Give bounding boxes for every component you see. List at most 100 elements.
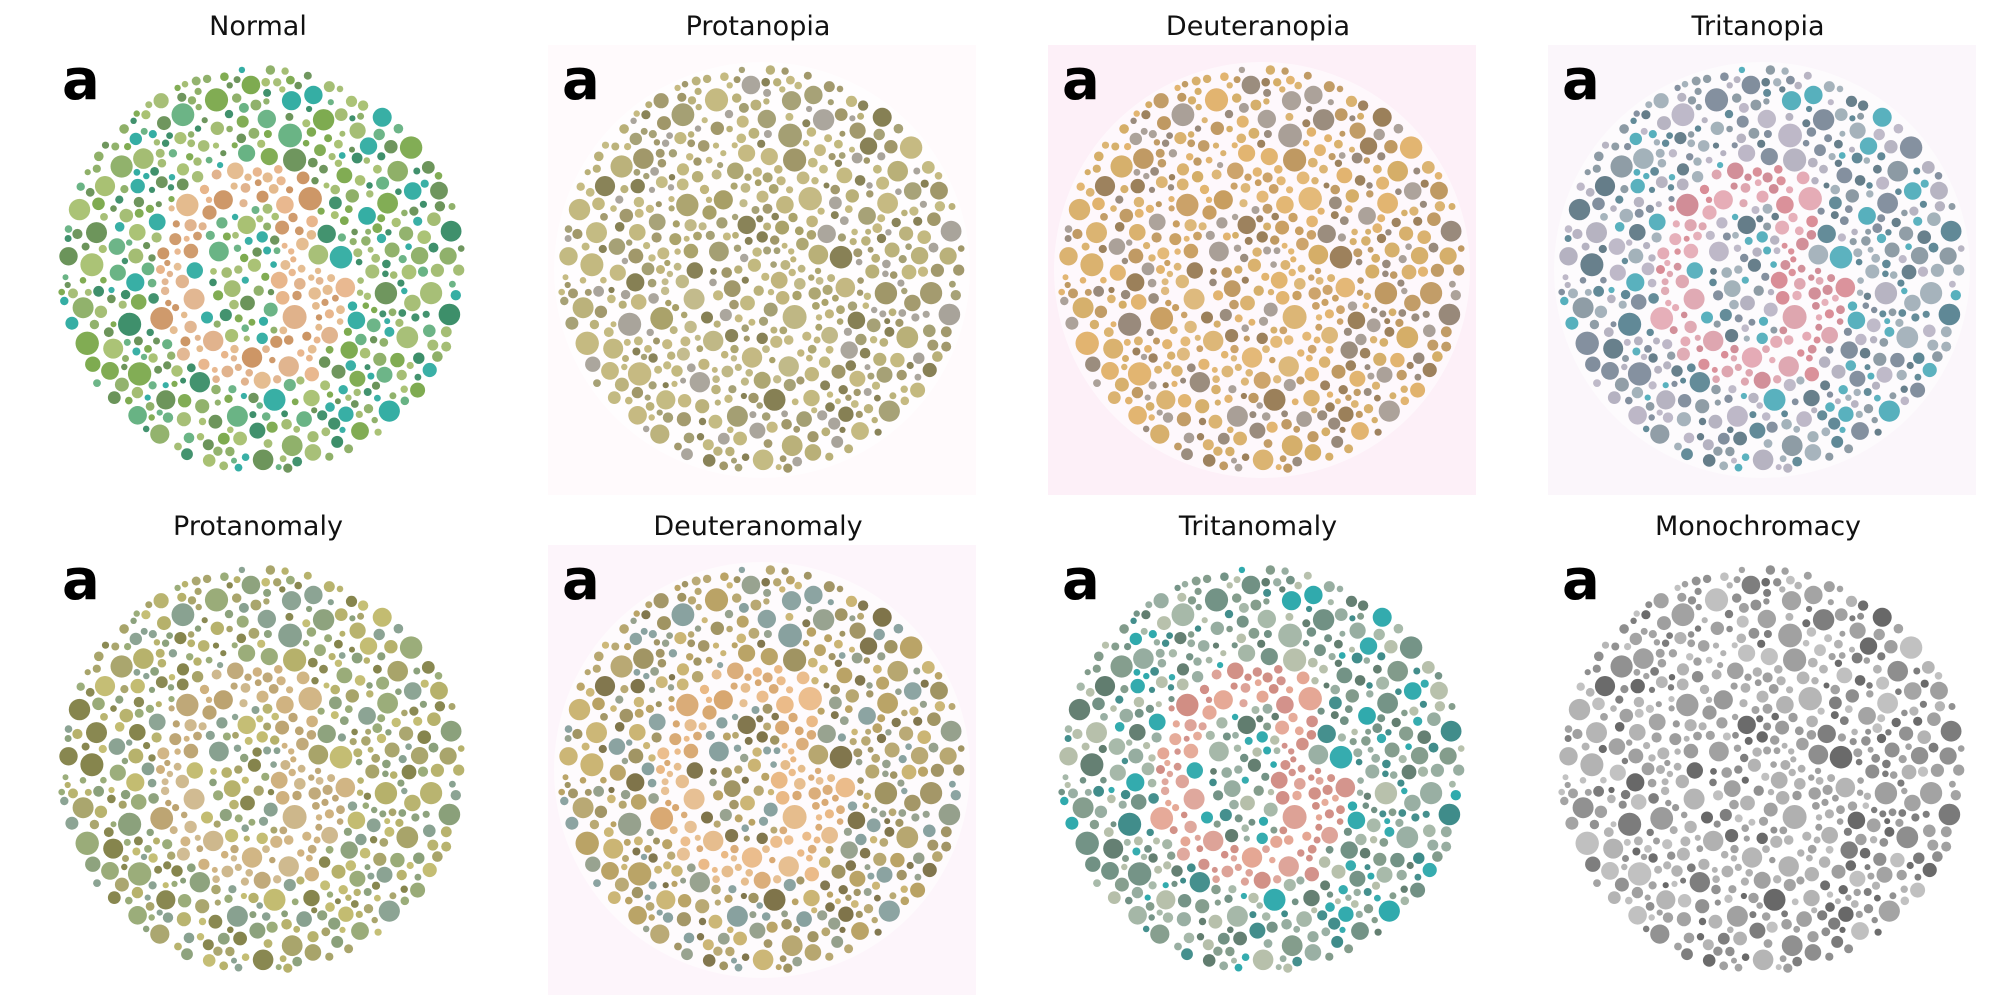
plate-dot (1373, 352, 1387, 366)
plate-dot (257, 139, 266, 148)
plate-dot (1838, 885, 1848, 895)
plate-dot (176, 178, 189, 191)
plate-dot (734, 363, 742, 371)
plate-dot (767, 288, 775, 296)
plate-dot (564, 725, 573, 733)
plate-dot (262, 672, 273, 683)
plate-dot (732, 593, 742, 603)
plate-dot (1576, 182, 1585, 191)
plate-dot (1807, 844, 1817, 854)
plate-dot (1324, 134, 1333, 143)
plate-dot (62, 774, 69, 781)
plate-dot (1186, 653, 1194, 661)
plate-dot (1731, 713, 1739, 721)
plate-dot (794, 81, 802, 90)
plate-dot (414, 873, 422, 881)
plate-dot (336, 805, 345, 815)
plate-dot (1656, 409, 1663, 416)
plate-dot (1314, 644, 1326, 657)
plate-dot (1439, 747, 1457, 765)
plate-dot (1705, 730, 1715, 740)
plate-dot (1145, 902, 1155, 911)
plate-dot (1893, 123, 1904, 134)
plate-dot (702, 439, 714, 451)
plate-dot (796, 876, 805, 885)
plate-dot (1338, 885, 1348, 895)
plate-dot (1103, 838, 1124, 859)
plate-dot (1145, 704, 1154, 713)
plate-dot (1783, 148, 1807, 172)
plate-dot (1628, 906, 1647, 925)
plate-dot (645, 402, 655, 411)
plate-dot (103, 838, 124, 859)
plate-dot (222, 732, 231, 741)
plate-dot (941, 841, 952, 852)
plate-dot (1234, 314, 1243, 323)
plate-dot (1712, 142, 1720, 149)
plate-dot (1630, 678, 1645, 694)
plate-dot (1110, 205, 1117, 212)
plate-dot (1210, 268, 1217, 275)
plate-dot (1393, 623, 1404, 634)
plate-dot (1672, 220, 1680, 228)
plate-dot (696, 933, 705, 941)
plate-dot (629, 224, 646, 241)
plate-dot (1727, 426, 1734, 434)
plate-dot (176, 912, 191, 927)
plate-dot (430, 263, 444, 277)
plate-dot (1734, 765, 1743, 774)
plate-dot (794, 581, 802, 590)
plate-dot (751, 706, 760, 714)
plate-dot (1187, 596, 1197, 605)
plate-dot (898, 755, 907, 764)
plate-dot (167, 184, 175, 191)
plate-dot (292, 290, 302, 301)
plate-dot (1640, 853, 1648, 861)
plate-dot (1814, 767, 1822, 775)
plate-dot (1763, 588, 1772, 597)
plate-dot (313, 336, 321, 344)
plate-dot (168, 149, 178, 158)
plate-dot (1948, 203, 1956, 210)
plate-dot (1401, 264, 1417, 280)
plate-dot (1256, 231, 1268, 243)
plate-dot (1723, 280, 1741, 297)
plate-dot (196, 845, 204, 853)
plate-dot (723, 280, 741, 297)
plate-dot (1270, 826, 1278, 834)
plate-dot (374, 428, 382, 436)
plate-dot (1813, 836, 1821, 844)
plate-dot (1243, 335, 1250, 342)
plate-dot (449, 780, 456, 788)
plate-dot (1281, 742, 1288, 749)
plate-dot (565, 316, 579, 330)
plate-dot (1585, 356, 1601, 372)
plate-dot (1384, 826, 1395, 837)
plate-dot (857, 112, 865, 120)
plate-dot (693, 157, 702, 166)
plate-dot (1441, 841, 1452, 852)
plate-dot (1275, 464, 1282, 471)
plate-dot (281, 742, 288, 749)
plate-dot (826, 391, 834, 398)
plate-dot (895, 188, 902, 195)
plate-dot (294, 278, 306, 290)
plate-dot (691, 76, 701, 86)
plate-dot (1849, 146, 1855, 153)
plate-dot (1722, 732, 1731, 741)
plate-dot (814, 144, 826, 157)
plate-dot (783, 335, 794, 345)
plate-dot (1850, 400, 1859, 408)
plate-dot (166, 632, 173, 639)
plate-dot (1874, 428, 1882, 436)
plate-dot (710, 621, 724, 635)
plate-dot (1763, 98, 1770, 105)
plate-dot (1927, 839, 1939, 851)
plate-dot (576, 182, 585, 191)
panel-deuteranomaly: Deuteranomaly a (508, 500, 1008, 1000)
plate-dot (1334, 898, 1341, 905)
plate-dot (716, 217, 728, 229)
plate-dot (1080, 753, 1104, 777)
plate-dot (1371, 916, 1378, 924)
plate-dot (1164, 759, 1171, 767)
